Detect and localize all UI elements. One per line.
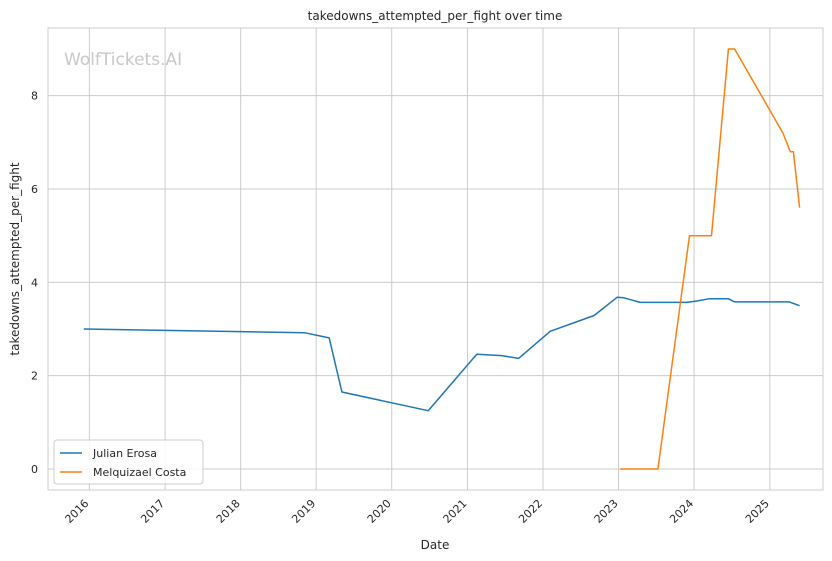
y-tick-label: 0	[31, 463, 38, 476]
legend-box	[53, 439, 204, 485]
x-tick-label: 2019	[289, 497, 318, 526]
y-tick-label: 6	[31, 183, 38, 196]
series-line-melquizael-costa	[620, 48, 801, 470]
y-tick-label: 4	[31, 276, 38, 289]
plot-area	[47, 27, 824, 491]
x-tick-labels: 2016 2017 2018 2019 2020 2021 2022 2023 2024 2025	[63, 497, 772, 526]
watermark: WolfTickets.AI	[64, 50, 182, 70]
x-tick-label: 2023	[592, 497, 621, 526]
x-tick-label: 2018	[214, 497, 243, 526]
series-lines	[83, 48, 801, 470]
x-tick-label: 2022	[516, 497, 545, 526]
chart-title: takedowns_attempted_per_fight over time	[308, 9, 563, 23]
x-tick-label: 2017	[138, 497, 167, 526]
x-tick-label: 2024	[667, 497, 696, 526]
series-line-julian-erosa	[83, 296, 800, 412]
x-axis-label: Date	[421, 538, 450, 552]
y-tick-label: 2	[31, 370, 38, 383]
x-tick-label: 2020	[365, 497, 394, 526]
legend-label-julian-erosa: Julian Erosa	[92, 447, 157, 460]
x-tick-label: 2021	[441, 497, 470, 526]
y-tick-label: 8	[31, 90, 38, 103]
y-tick-labels: 0 2 4 6 8	[31, 90, 38, 476]
legend-label-melquizael-costa: Melquizael Costa	[93, 466, 186, 479]
x-tick-label: 2016	[63, 497, 92, 526]
y-axis-label: takedowns_attempted_per_fight	[8, 162, 22, 355]
legend: Julian Erosa Melquizael Costa	[53, 439, 204, 485]
x-tick-label: 2025	[743, 497, 772, 526]
